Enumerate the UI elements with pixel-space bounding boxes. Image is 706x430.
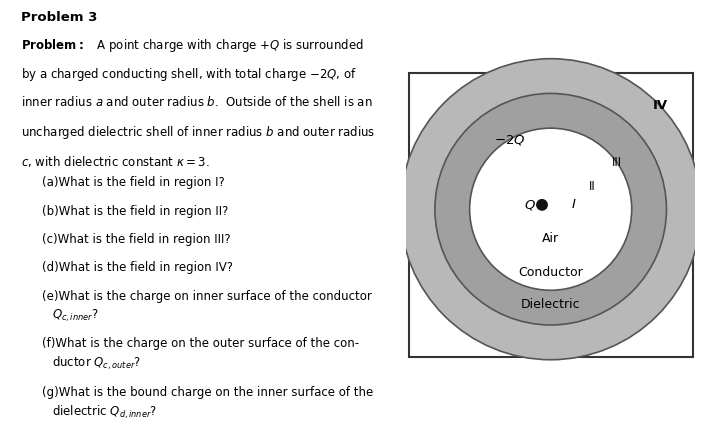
Text: $Q_{c,inner}$?: $Q_{c,inner}$? bbox=[52, 308, 99, 324]
Text: (f)What is the charge on the outer surface of the con-: (f)What is the charge on the outer surfa… bbox=[42, 337, 359, 350]
Text: $\mathbf{Problem:}$   A point charge with charge $+Q$ is surrounded: $\mathbf{Problem:}$ A point charge with … bbox=[20, 37, 364, 54]
Circle shape bbox=[400, 58, 701, 360]
Text: Dielectric: Dielectric bbox=[521, 298, 580, 311]
Circle shape bbox=[469, 128, 632, 290]
Circle shape bbox=[537, 200, 547, 210]
Text: II: II bbox=[590, 180, 596, 193]
Text: IV: IV bbox=[653, 98, 669, 111]
Text: $Q$: $Q$ bbox=[525, 198, 537, 212]
Text: ductor $Q_{c,outer}$?: ductor $Q_{c,outer}$? bbox=[52, 355, 141, 372]
Text: $c$, with dielectric constant $\kappa = 3$.: $c$, with dielectric constant $\kappa = … bbox=[20, 154, 209, 169]
Text: by a charged conducting shell, with total charge $-2Q$, of: by a charged conducting shell, with tota… bbox=[20, 66, 357, 83]
Text: (g)What is the bound charge on the inner surface of the: (g)What is the bound charge on the inner… bbox=[42, 386, 373, 399]
Text: (a)What is the field in region I?: (a)What is the field in region I? bbox=[42, 176, 225, 189]
Text: inner radius $a$ and outer radius $b$.  Outside of the shell is an: inner radius $a$ and outer radius $b$. O… bbox=[20, 95, 372, 109]
Text: (c)What is the field in region III?: (c)What is the field in region III? bbox=[42, 233, 231, 246]
Text: (d)What is the field in region IV?: (d)What is the field in region IV? bbox=[42, 261, 233, 274]
FancyBboxPatch shape bbox=[409, 73, 693, 357]
Circle shape bbox=[435, 93, 666, 325]
Text: Problem 3: Problem 3 bbox=[20, 11, 97, 24]
Text: (b)What is the field in region II?: (b)What is the field in region II? bbox=[42, 205, 229, 218]
Text: I: I bbox=[572, 198, 576, 212]
Text: dielectric $Q_{d,inner}$?: dielectric $Q_{d,inner}$? bbox=[52, 404, 157, 421]
Text: uncharged dielectric shell of inner radius $b$ and outer radius: uncharged dielectric shell of inner radi… bbox=[20, 124, 375, 141]
Text: Air: Air bbox=[542, 232, 559, 245]
Text: $-2Q$: $-2Q$ bbox=[494, 133, 526, 147]
Text: III: III bbox=[612, 157, 622, 169]
Text: Conductor: Conductor bbox=[518, 267, 583, 280]
Text: (e)What is the charge on inner surface of the conductor: (e)What is the charge on inner surface o… bbox=[42, 290, 372, 303]
